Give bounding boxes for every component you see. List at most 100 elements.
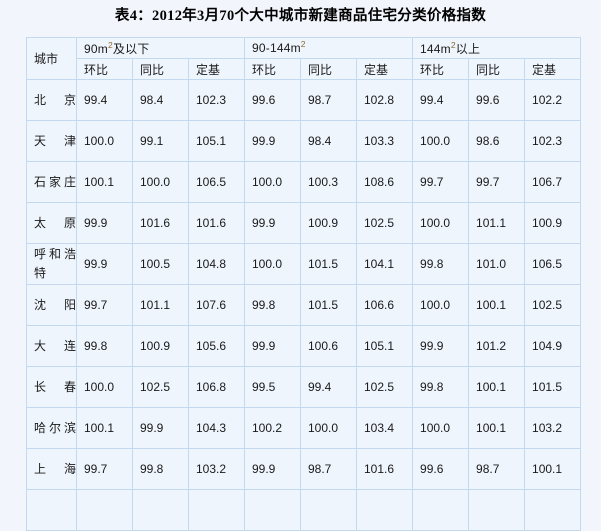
superscript-square-0: 2	[107, 39, 113, 50]
cell-value: 99.9	[244, 202, 301, 244]
cell-value: 99.1	[132, 120, 189, 162]
page-root: 表4：2012年3月70个大中城市新建商品住宅分类价格指数 城市 90m2及以下…	[26, 8, 582, 531]
column-header-city: 城市	[26, 37, 77, 80]
column-group-header-90to144: 90-144m2	[243, 37, 414, 59]
city-name: 长春	[34, 379, 76, 394]
table-row: 沈阳 99.7 101.1 107.6 99.8 101.5 106.6 100.0 100.1…	[26, 284, 582, 326]
cell-value: 100.0	[412, 284, 470, 326]
cell-value: 106.6	[355, 284, 414, 326]
cell-value: 100.1	[468, 284, 526, 326]
cell-value: 101.5	[300, 243, 357, 285]
cell-value: 99.8	[412, 366, 470, 408]
cell-value: 100.0	[76, 366, 133, 408]
table-row: 北京 99.4 98.4 102.3 99.6 98.7 102.8 99.4 99.6 102.…	[26, 79, 582, 121]
cell-value	[188, 489, 245, 531]
table-row: 石家庄 100.1 100.0 106.5 100.0 100.3 108.6 99.7 99.…	[26, 161, 582, 203]
cell-city: 大连	[26, 325, 77, 367]
group-label-prefix-0: 90m	[84, 41, 108, 56]
cell-value: 99.4	[412, 79, 470, 121]
cell-value: 99.6	[244, 79, 301, 121]
cell-value: 100.1	[76, 161, 133, 203]
subcolumn-header-8: 定基	[524, 58, 582, 80]
cell-city: 长春	[26, 366, 77, 408]
cell-value: 100.0	[132, 161, 189, 203]
subcolumn-header-2: 定基	[188, 58, 245, 80]
cell-value: 101.1	[468, 202, 526, 244]
cell-value: 106.7	[524, 161, 582, 203]
table-body: 北京 99.4 98.4 102.3 99.6 98.7 102.8 99.4 99.6 102.…	[26, 79, 582, 531]
cell-value: 103.2	[188, 448, 245, 490]
subcolumn-header-0: 环比	[76, 58, 133, 80]
superscript-square-1: 2	[300, 39, 306, 49]
cell-value: 101.5	[300, 284, 357, 326]
cell-value: 106.5	[188, 161, 245, 203]
cell-value: 101.2	[468, 325, 526, 367]
subcolumn-header-7: 同比	[468, 58, 526, 80]
price-index-table: 城市 90m2及以下 90-144m2 144m2以上 环比 同比 定基 环比 …	[26, 37, 582, 531]
subcolumn-header-6: 环比	[412, 58, 470, 80]
cell-value: 104.8	[188, 243, 245, 285]
column-group-header-over144: 144m2以上	[412, 37, 582, 59]
table-header: 城市 90m2及以下 90-144m2 144m2以上 环比 同比 定基 环比 …	[26, 37, 582, 80]
cell-value	[300, 489, 357, 531]
cell-value	[244, 489, 301, 531]
cell-value: 100.0	[412, 120, 470, 162]
cell-value: 100.0	[244, 243, 301, 285]
cell-value: 102.5	[355, 202, 414, 244]
table-row: 天津 100.0 99.1 105.1 99.9 98.4 103.3 100.0 98.6 10…	[26, 120, 582, 162]
city-name: 沈阳	[34, 297, 76, 312]
cell-value	[412, 489, 470, 531]
cell-value: 100.2	[244, 407, 301, 449]
cell-value: 99.7	[468, 161, 526, 203]
cell-value: 100.9	[300, 202, 357, 244]
cell-value: 98.7	[300, 448, 357, 490]
table-row: 太原 99.9 101.6 101.6 99.9 100.9 102.5 100.0 101.1…	[26, 202, 582, 244]
cell-city: 太原	[26, 202, 77, 244]
cell-value: 100.6	[300, 325, 357, 367]
page-title: 表4：2012年3月70个大中城市新建商品住宅分类价格指数	[114, 8, 487, 24]
cell-value: 99.8	[244, 284, 301, 326]
table-row: 大连 99.8 100.9 105.6 99.9 100.6 105.1 99.9 101.2 1…	[26, 325, 582, 367]
cell-value: 101.6	[355, 448, 414, 490]
cell-value: 104.9	[524, 325, 582, 367]
cell-value: 100.0	[76, 120, 133, 162]
table-row: 上海 99.7 99.8 103.2 99.9 98.7 101.6 99.6 98.7 100.…	[26, 448, 582, 490]
table-row: 哈尔滨 100.1 99.9 104.3 100.2 100.0 103.4 100.0 100…	[26, 407, 582, 449]
cell-value: 99.8	[412, 243, 470, 285]
price-index-table-wrapper: 城市 90m2及以下 90-144m2 144m2以上 环比 同比 定基 环比 …	[26, 37, 582, 531]
cell-value: 99.6	[412, 448, 470, 490]
cell-value: 98.4	[300, 120, 357, 162]
cell-value: 101.6	[132, 202, 189, 244]
cell-value: 106.5	[524, 243, 582, 285]
city-name: 太原	[34, 215, 76, 230]
cell-value: 104.1	[355, 243, 414, 285]
cell-value: 99.9	[244, 448, 301, 490]
cell-value: 104.3	[188, 407, 245, 449]
cell-value: 103.3	[355, 120, 414, 162]
cell-city: 北京	[26, 79, 77, 121]
cell-value: 98.6	[468, 120, 526, 162]
cell-value: 101.5	[524, 366, 582, 408]
cell-value: 98.4	[132, 79, 189, 121]
subcolumn-header-5: 定基	[355, 58, 414, 80]
cell-value: 100.1	[468, 407, 526, 449]
cell-value	[355, 489, 414, 531]
city-name: 大连	[34, 338, 76, 353]
header-row-subcolumns: 环比 同比 定基 环比 同比 定基 环比 同比 定基	[27, 58, 582, 80]
cell-value: 103.4	[355, 407, 414, 449]
superscript-square-2: 2	[450, 39, 456, 50]
cell-value: 99.4	[76, 79, 133, 121]
cell-value: 98.7	[468, 448, 526, 490]
cell-city	[26, 489, 77, 531]
cell-city: 沈阳	[26, 284, 77, 326]
cell-value: 105.6	[188, 325, 245, 367]
subcolumn-header-4: 同比	[300, 58, 357, 80]
cell-value: 99.9	[132, 407, 189, 449]
cell-value: 100.0	[412, 407, 470, 449]
table-row: 呼和浩特 99.9 100.5 104.8 100.0 101.5 104.1 99.8 101…	[26, 243, 582, 285]
cell-value: 99.9	[244, 325, 301, 367]
cell-value	[468, 489, 526, 531]
header-row-groups: 城市 90m2及以下 90-144m2 144m2以上	[26, 37, 582, 80]
cell-value: 102.3	[524, 120, 582, 162]
subcolumn-header-3: 环比	[244, 58, 301, 80]
